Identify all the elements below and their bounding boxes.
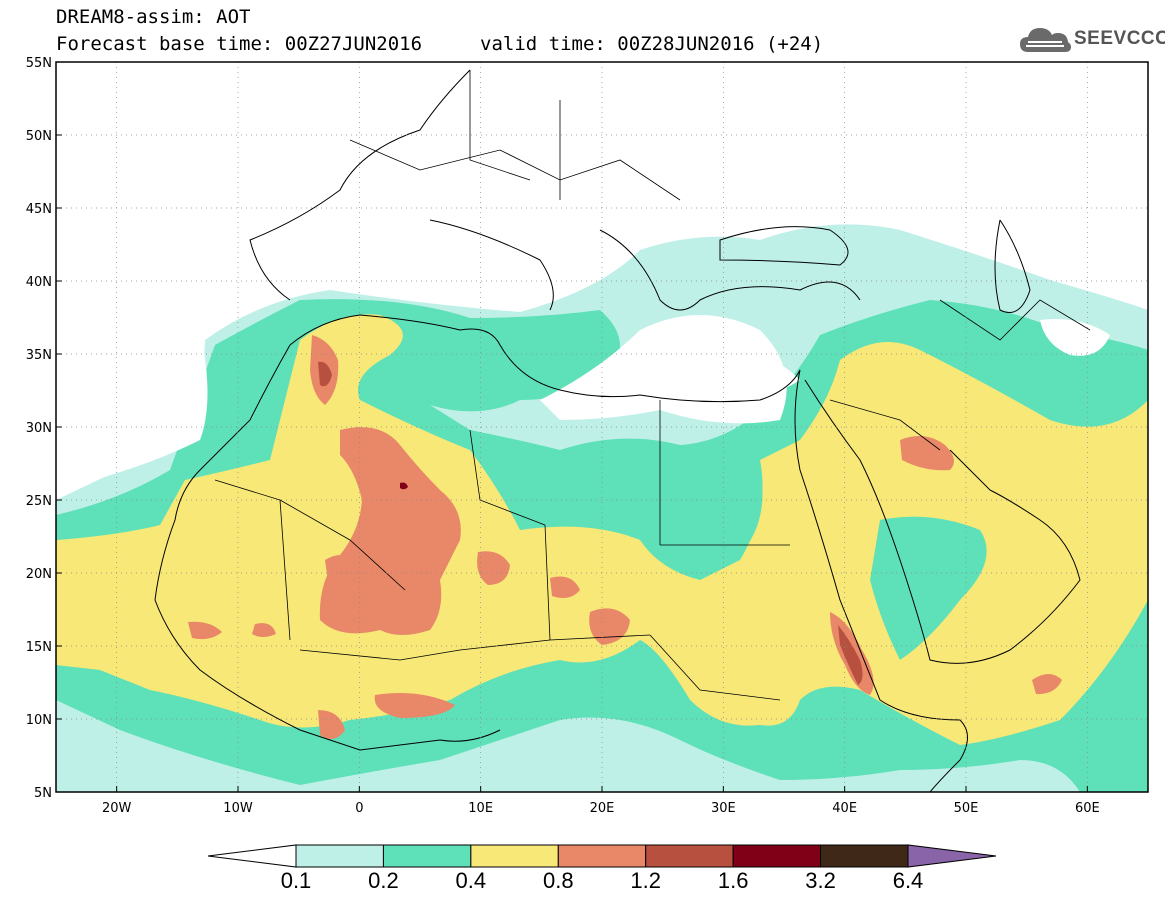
border-europe-1 <box>349 139 681 201</box>
aot-green-patch-arabia <box>870 516 987 660</box>
aot-contour-0.8-mali <box>188 621 222 640</box>
aot-contour-0.8-sudan <box>589 608 630 645</box>
lat-label: 15N <box>26 640 52 655</box>
lat-label: 5N <box>34 786 52 801</box>
colorbar-label: 0.2 <box>368 868 399 893</box>
lat-label: 20N <box>26 567 52 582</box>
coast-europe <box>249 69 861 311</box>
colorbar-bin <box>382 844 472 868</box>
lon-label: 10W <box>223 801 253 816</box>
product-title: DREAM8-assim: AOT <box>56 6 251 28</box>
coast-arabia <box>804 379 1081 664</box>
colorbar-label: 1.6 <box>717 868 749 893</box>
colorbar-label: 0.1 <box>280 868 312 893</box>
aot-contour-0.8-ghana <box>318 710 345 739</box>
aot-low-atlantic <box>56 327 208 490</box>
lat-label: 10N <box>26 713 52 728</box>
lon-label: 20E <box>590 801 615 816</box>
axis-ticks <box>56 61 1088 793</box>
colorbar-label: 6.4 <box>892 868 924 893</box>
lon-label: 40E <box>832 801 857 816</box>
colorbar <box>207 844 997 868</box>
valid-time: valid time: 00Z28JUN2016 (+24) <box>480 33 824 55</box>
colorbar-label: 0.8 <box>542 868 574 893</box>
coast-west-africa <box>154 344 501 751</box>
country-borders <box>214 70 1091 701</box>
cloud-icon <box>1020 28 1071 52</box>
lon-label: 0 <box>355 801 363 816</box>
coast-caspian <box>994 219 1031 313</box>
aot-green-patch-central <box>540 446 763 564</box>
aot-contour-1.2-ethiopia <box>838 625 863 685</box>
aot-contour-0.8-mali2 <box>252 623 276 637</box>
lat-label: 35N <box>26 348 52 363</box>
border-sudan-south <box>649 634 781 701</box>
aot-contour-0.4 <box>56 314 1148 745</box>
seevccc-logo: SEEVCCC <box>1018 22 1165 56</box>
border-mauritania <box>214 479 291 641</box>
aot-low-europe <box>56 62 1148 330</box>
aot-contour-1.2-morocco <box>318 361 332 387</box>
grid-lines <box>56 62 1148 792</box>
border-libya <box>469 429 546 526</box>
colorbar-bin <box>820 844 909 868</box>
aot-green-patch-sahel <box>620 640 820 763</box>
latitude-labels: 55N 50N 45N 40N 35N 30N 25N 20N 15N 10N 5N <box>26 56 52 801</box>
colorbar-bin <box>470 844 559 868</box>
longitude-labels: 20W 10W 0 10E 20E 30E 40E 50E 60E <box>102 801 1100 816</box>
base-time: Forecast base time: 00Z27JUN2016 <box>56 33 423 55</box>
border-europe-2 <box>469 70 561 200</box>
lat-label: 50N <box>26 129 52 144</box>
colorbar-bin <box>557 844 647 868</box>
lat-label: 25N <box>26 494 52 509</box>
colorbar-under-arrow <box>207 844 297 868</box>
border-niger-chad <box>544 524 551 641</box>
colorbar-label: 1.2 <box>630 868 661 893</box>
lon-label: 30E <box>711 801 736 816</box>
colorbar-label: 0.4 <box>455 868 487 893</box>
lat-label: 55N <box>26 56 52 71</box>
logo-text: SEEVCCC <box>1074 28 1165 49</box>
lat-label: 40N <box>26 275 52 290</box>
colorbar-bin <box>732 844 822 868</box>
aot-contour-0.8-sahara2 <box>325 555 360 596</box>
colorbar-over-arrow <box>907 844 997 868</box>
aot-contour-0.8-chad <box>550 576 580 598</box>
border-iran <box>939 299 1091 341</box>
lat-label: 45N <box>26 202 52 217</box>
coast-east-africa <box>794 369 968 792</box>
colorbar-bin <box>645 844 734 868</box>
aot-low-iraq <box>1040 319 1110 356</box>
aot-contour-0.8-niger <box>477 551 510 585</box>
coast-black-sea <box>719 226 849 266</box>
lat-label: 30N <box>26 421 52 436</box>
aot-contour-1.6-sahara <box>400 482 408 490</box>
lon-label: 60E <box>1075 801 1100 816</box>
aot-low-gulf <box>700 350 800 396</box>
colorbar-bin <box>295 844 384 868</box>
border-sahel <box>299 634 651 661</box>
aot-contour-0.8-oman <box>1032 674 1062 695</box>
border-saudi-iraq <box>829 399 941 451</box>
aot-contour-0.8-iraq <box>900 436 954 471</box>
lon-label: 10E <box>468 801 493 816</box>
colorbar-label: 3.2 <box>805 868 836 893</box>
lon-label: 20W <box>102 801 132 816</box>
coastlines <box>154 69 1081 792</box>
lon-label: 50E <box>954 801 979 816</box>
coast-north-africa <box>289 314 801 403</box>
aot-contour-0.8-nigeria <box>374 692 455 718</box>
